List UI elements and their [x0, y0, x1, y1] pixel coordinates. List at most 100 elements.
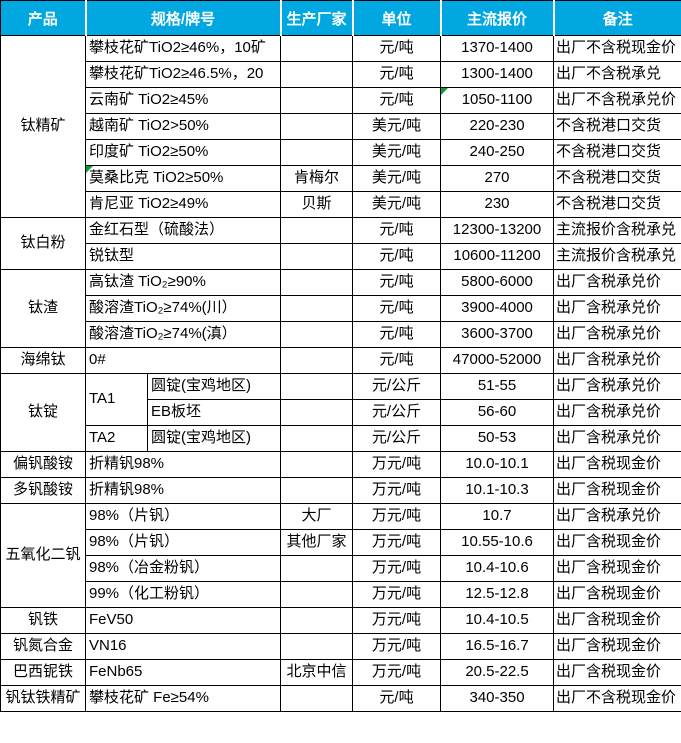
note-cell: 出厂含税承兑价 — [553, 503, 681, 530]
unit-cell-text: 元/吨 — [379, 39, 414, 57]
spec-cell-text: 折精钒98% — [89, 481, 165, 499]
table-row: 越南矿 TiO2>50% 美元/吨 220-230 不含税港口交货 — [1, 113, 681, 140]
unit-cell: 万元/吨 — [352, 659, 442, 686]
note-cell-text: 出厂含税承兑价 — [556, 299, 662, 317]
unit-cell: 元/公斤 — [352, 373, 442, 400]
spec-cell-text: 攀枝花矿TiO2≥46%，10矿 — [89, 39, 266, 57]
price-cell-text: 10600-11200 — [453, 247, 541, 265]
note-cell-text: 出厂含税现金价 — [556, 559, 662, 577]
unit-cell: 元/吨 — [352, 87, 442, 114]
spec-cell-text: 98%（片钒） — [89, 507, 180, 525]
spec-cell-text: 云南矿 TiO2≥45% — [89, 91, 209, 109]
manufacturer-cell: 北京中信 — [280, 659, 354, 686]
price-cell-text: 12300-13200 — [452, 221, 542, 239]
price-cell-text: 1300-1400 — [461, 65, 533, 83]
unit-cell-text: 元/吨 — [379, 325, 414, 343]
product-cell: 偏钒酸铵 — [0, 451, 86, 478]
unit-cell-text: 美元/吨 — [371, 195, 422, 213]
spec-cell-text: 金红石型（硫酸法） — [89, 221, 225, 239]
table-row: 98%（片钒） 其他厂家 万元/吨 10.55-10.6 出厂含税现金价 — [1, 529, 681, 556]
unit-cell: 元/吨 — [352, 321, 442, 348]
spec-cell-text: 肯尼亚 TiO2≥49% — [89, 195, 209, 213]
unit-cell-text: 元/吨 — [379, 247, 414, 265]
price-cell-text: 270 — [484, 169, 510, 187]
note-cell: 出厂含税承兑价 — [553, 425, 681, 452]
spec-cell-text: FeNb65 — [89, 663, 143, 681]
unit-cell: 元/吨 — [352, 61, 442, 88]
product-cell: 钒钛铁精矿 — [0, 685, 86, 712]
note-cell-text: 不含税港口交货 — [556, 195, 662, 213]
note-cell: 主流报价含税承兑 — [553, 217, 681, 244]
comment-marker-icon — [86, 166, 93, 173]
product-cell-text: 偏钒酸铵 — [12, 455, 73, 473]
spec-cell-text: 酸溶渣TiO₂≥74%(滇） — [89, 325, 237, 343]
price-cell: 3600-3700 — [440, 321, 555, 348]
product-cell: 钛精矿 — [0, 35, 86, 218]
price-cell: 20.5-22.5 — [440, 659, 555, 686]
note-cell: 出厂不含税现金价 — [553, 685, 681, 712]
unit-cell: 万元/吨 — [352, 529, 442, 556]
price-cell-text: 1370-1400 — [461, 39, 533, 57]
product-cell: 钒铁 — [0, 607, 86, 634]
product-cell-text: 钒氮合金 — [12, 637, 73, 655]
note-cell: 出厂含税现金价 — [553, 529, 681, 556]
spec-cell: 锐钛型 — [84, 243, 282, 270]
spec-cell: 98%（冶金粉钒） — [84, 555, 282, 582]
price-cell-text: 47000-52000 — [452, 351, 542, 369]
unit-cell-text: 元/吨 — [379, 689, 414, 707]
spec-cell: 酸溶渣TiO₂≥74%(川） — [84, 295, 282, 322]
note-cell-text: 出厂含税承兑价 — [556, 377, 662, 395]
spec-cell-text: FeV50 — [89, 611, 134, 629]
unit-cell-text: 万元/吨 — [371, 533, 422, 551]
product-cell: 钛渣 — [0, 269, 86, 348]
spec-cell-text: 0# — [89, 351, 106, 369]
price-cell: 5800-6000 — [440, 269, 555, 296]
note-cell-text: 出厂含税承兑价 — [556, 429, 662, 447]
manufacturer-cell — [280, 607, 354, 634]
price-cell: 3900-4000 — [440, 295, 555, 322]
spec-cell: 98%（片钒） — [84, 529, 282, 556]
spec-cell: 酸溶渣TiO₂≥74%(滇） — [84, 321, 282, 348]
note-cell: 出厂含税承兑价 — [553, 269, 681, 296]
table-row: 酸溶渣TiO₂≥74%(滇） 元/吨 3600-3700 出厂含税承兑价 — [1, 321, 681, 348]
spec-cell: VN16 — [84, 633, 282, 660]
spec-cell-text: 莫桑比克 TiO2≥50% — [89, 169, 224, 187]
shape-cell-text: 圆锭(宝鸡地区) — [151, 429, 251, 447]
price-cell: 10.0-10.1 — [440, 451, 555, 478]
unit-cell-text: 万元/吨 — [371, 637, 422, 655]
note-cell-text: 出厂含税现金价 — [556, 455, 662, 473]
note-cell: 出厂不含税承兑价 — [553, 87, 681, 114]
price-cell: 10.4-10.5 — [440, 607, 555, 634]
product-cell-text: 钛渣 — [27, 299, 58, 317]
price-cell: 1370-1400 — [440, 35, 555, 62]
unit-cell: 元/吨 — [352, 269, 442, 296]
note-cell: 出厂含税承兑价 — [553, 399, 681, 426]
spec-cell: FeNb65 — [84, 659, 282, 686]
product-cell-text: 钛精矿 — [20, 117, 66, 135]
manufacturer-cell — [280, 581, 354, 608]
price-cell: 10.1-10.3 — [440, 477, 555, 504]
price-cell: 10.55-10.6 — [440, 529, 555, 556]
spec-cell: 莫桑比克 TiO2≥50% — [84, 165, 282, 192]
note-cell: 不含税港口交货 — [553, 139, 681, 166]
price-cell: 1300-1400 — [440, 61, 555, 88]
note-cell-text: 出厂不含税现金价 — [556, 39, 677, 57]
table-row: 偏钒酸铵 折精钒98% 万元/吨 10.0-10.1 出厂含税现金价 — [0, 451, 681, 478]
price-cell-text: 1050-1100 — [461, 91, 533, 109]
comment-marker-icon — [441, 88, 449, 95]
price-cell: 220-230 — [440, 113, 555, 140]
price-cell: 10.4-10.6 — [440, 555, 555, 582]
note-cell-text: 不含税港口交货 — [556, 169, 662, 187]
table-row: 海绵钛 0# 元/吨 47000-52000 出厂含税承兑价 — [0, 347, 681, 374]
spec-cell: 金红石型（硫酸法） — [84, 217, 282, 244]
product-cell: 五氧化二钒 — [0, 503, 86, 608]
note-cell: 出厂含税现金价 — [553, 633, 681, 660]
manufacturer-cell — [280, 477, 354, 504]
note-cell-text: 出厂含税承兑价 — [556, 351, 662, 369]
spec-cell: 攀枝花矿TiO2≥46.5%，20 — [84, 61, 282, 88]
spec-cell: 攀枝花矿TiO2≥46%，10矿 — [84, 35, 282, 62]
header-spec: 规格/牌号 — [84, 0, 282, 36]
note-cell-text: 主流报价含税承兑 — [556, 221, 677, 239]
price-cell-text: 56-60 — [477, 403, 517, 421]
unit-cell-text: 万元/吨 — [371, 585, 422, 603]
